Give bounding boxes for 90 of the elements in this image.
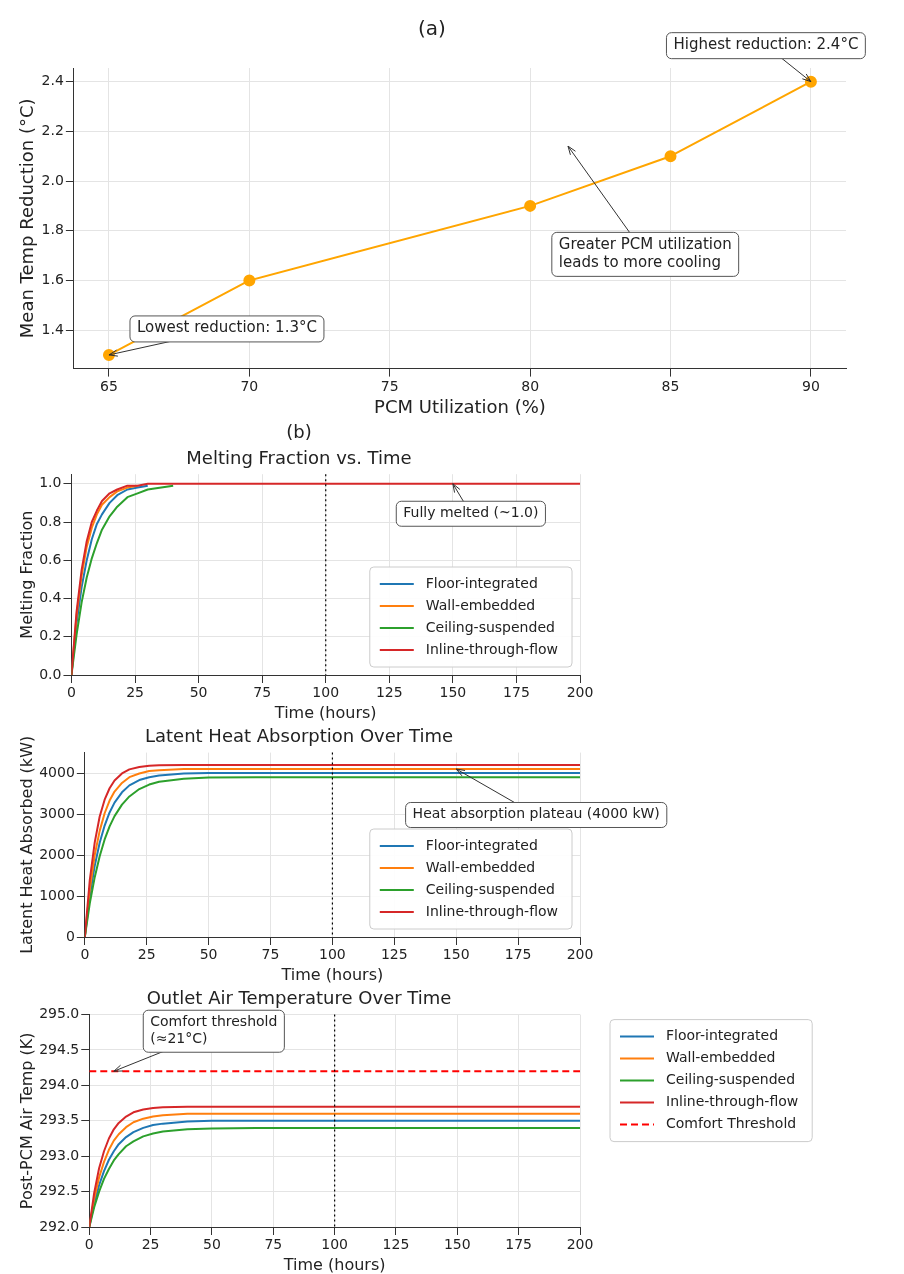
x-tick-label: 75	[261, 946, 280, 963]
x-tick-label: 200	[566, 1236, 594, 1253]
chart-title: Latent Heat Absorption Over Time	[144, 725, 454, 747]
x-tick-label: 150	[442, 946, 470, 963]
x-tick-label: 125	[382, 1236, 410, 1253]
x-tick-label: 25	[141, 1236, 160, 1253]
legend-label: Ceiling-suspended	[666, 1071, 796, 1088]
chart-title: Outlet Air Temperature Over Time	[146, 987, 452, 1009]
x-tick-label: 70	[240, 377, 259, 394]
x-tick-label: 125	[375, 684, 403, 701]
x-tick-label: 90	[801, 377, 820, 394]
point	[243, 274, 256, 287]
x-tick-label: 200	[566, 946, 594, 963]
chart-title: (a)	[418, 16, 446, 41]
annotation: Fully melted (~1.0)	[403, 503, 539, 520]
y-tick-label: 2.0	[41, 171, 64, 188]
y-tick-label: 4000	[39, 763, 75, 780]
y-axis-title: Latent Heat Absorbed (kW)	[16, 735, 36, 954]
y-tick-label: 292.5	[39, 1182, 80, 1199]
x-tick-label: 200	[566, 684, 594, 701]
legend-label: Wall-embedded	[425, 858, 536, 875]
y-tick-label: 0.6	[39, 550, 62, 567]
x-tick-label: 100	[312, 684, 340, 701]
x-axis-title: Time (hours)	[282, 1254, 386, 1274]
legend-label: Inline-through-flow	[666, 1093, 799, 1110]
annotation: Greater PCM utilization leads to more cooling	[558, 234, 732, 271]
x-tick-label: 50	[189, 684, 208, 701]
x-tick-label: 175	[503, 684, 530, 701]
x-tick-label: 175	[505, 1236, 533, 1253]
x-tick-label: 50	[203, 1236, 221, 1253]
x-tick-label: 50	[199, 946, 218, 963]
x-tick-label: 150	[439, 684, 467, 701]
x-tick-label: 85	[661, 377, 680, 394]
x-tick-label: 65	[100, 377, 118, 394]
x-tick-label: 125	[380, 946, 408, 963]
legend-label: Ceiling-suspended	[425, 618, 555, 635]
x-axis-title: Time (hours)	[273, 702, 377, 722]
y-tick-label: 1.4	[41, 320, 64, 337]
y-tick-label: 292.0	[39, 1217, 80, 1234]
legend-label: Inline-through-flow	[425, 640, 558, 657]
y-tick-label: 1.6	[41, 271, 64, 288]
legend-label: Comfort Threshold	[666, 1115, 797, 1132]
y-tick-label: 0.0	[39, 665, 62, 682]
chart-title: (b)	[286, 421, 312, 443]
x-tick-label: 75	[253, 684, 272, 701]
y-tick-label: 1000	[39, 886, 75, 903]
annotation: Lowest reduction: 1.3°C	[136, 318, 317, 337]
x-axis-title: PCM Utilization (%)	[374, 395, 546, 417]
legend-label: Wall-embedded	[666, 1049, 776, 1066]
y-axis-title: Mean Temp Reduction (°C)	[16, 98, 38, 339]
legend-label: Floor-integrated	[666, 1027, 779, 1044]
x-tick-label: 150	[443, 1236, 471, 1253]
y-tick-label: 293.0	[39, 1146, 80, 1163]
x-tick-label: 0	[84, 1236, 94, 1253]
x-tick-label: 100	[319, 946, 346, 963]
chart-subtitle: Melting Fraction vs. Time	[186, 447, 412, 469]
y-tick-label: 0.8	[39, 512, 62, 529]
y-axis-title: Post-PCM Air Temp (K)	[16, 1032, 36, 1210]
y-tick-label: 0	[65, 927, 75, 944]
legend-label: Ceiling-suspended	[425, 880, 555, 897]
y-tick-label: 0.2	[39, 627, 62, 644]
legend-label: Wall-embedded	[425, 596, 536, 613]
y-tick-label: 295.0	[39, 1005, 80, 1022]
y-tick-label: 2.4	[41, 72, 64, 89]
y-tick-label: 294.0	[39, 1076, 80, 1093]
x-tick-label: 25	[126, 684, 144, 701]
x-axis-title: Time (hours)	[280, 964, 384, 984]
y-tick-label: 294.5	[39, 1040, 80, 1057]
y-tick-label: 293.5	[39, 1111, 80, 1128]
x-tick-label: 175	[504, 946, 532, 963]
annotation: Comfort threshold (≈21°C)	[150, 1012, 278, 1046]
point	[524, 199, 537, 212]
y-axis-title: Melting Fraction	[16, 510, 36, 639]
y-tick-label: 1.8	[41, 221, 64, 238]
annotation: Heat absorption plateau (4000 kW)	[412, 805, 660, 822]
x-tick-label: 25	[137, 946, 156, 963]
point	[664, 150, 677, 163]
y-tick-label: 1.0	[39, 474, 62, 491]
annotation: Highest reduction: 2.4°C	[673, 35, 859, 54]
x-tick-label: 75	[380, 377, 399, 394]
legend-label: Floor-integrated	[425, 574, 538, 591]
x-tick-label: 100	[321, 1236, 349, 1253]
y-tick-label: 2.2	[41, 121, 64, 138]
y-tick-label: 2000	[39, 845, 75, 862]
legend-label: Inline-through-flow	[425, 902, 558, 919]
y-tick-label: 3000	[39, 804, 75, 821]
legend-label: Floor-integrated	[425, 836, 538, 853]
y-tick-label: 0.4	[39, 589, 62, 606]
x-tick-label: 80	[521, 377, 540, 394]
x-tick-label: 75	[264, 1236, 283, 1253]
